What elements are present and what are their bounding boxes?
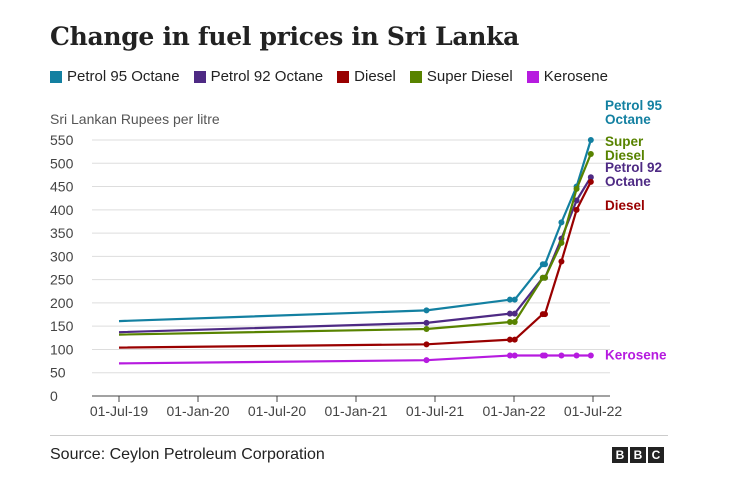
legend-item: Super Diesel bbox=[409, 68, 513, 85]
series-line bbox=[118, 139, 592, 323]
data-point bbox=[558, 219, 565, 226]
data-point bbox=[506, 352, 513, 359]
bbc-logo-letter: C bbox=[648, 447, 664, 463]
y-tick-label: 400 bbox=[50, 202, 74, 218]
y-tick-label: 300 bbox=[50, 248, 74, 264]
legend-label: Super Diesel bbox=[426, 68, 513, 85]
data-point bbox=[511, 336, 518, 343]
y-tick-label: 150 bbox=[50, 318, 74, 334]
bbc-logo-letter: B bbox=[630, 447, 646, 463]
data-point bbox=[573, 352, 580, 359]
y-axis-label: Sri Lankan Rupees per litre bbox=[50, 111, 220, 127]
data-point bbox=[587, 178, 594, 185]
y-tick-label: 350 bbox=[50, 225, 74, 241]
data-point bbox=[423, 325, 430, 332]
data-point bbox=[541, 352, 548, 359]
y-tick-label: 100 bbox=[50, 341, 74, 357]
data-point bbox=[587, 352, 594, 359]
data-point bbox=[423, 341, 430, 348]
data-point bbox=[573, 185, 580, 192]
line-chart: Sri Lankan Rupees per litre 0 50 100 150 200 2… bbox=[50, 100, 667, 419]
x-tick-label: 01-Jul-21 bbox=[406, 403, 465, 419]
x-tick-label: 01-Jan-20 bbox=[166, 403, 229, 419]
data-point bbox=[506, 336, 513, 343]
data-point bbox=[558, 352, 565, 359]
data-point bbox=[511, 310, 518, 317]
y-tick-label: 450 bbox=[50, 179, 74, 195]
footer-divider bbox=[50, 435, 668, 436]
series-end-label: Diesel bbox=[605, 148, 645, 163]
series-end-label: Kerosene bbox=[605, 348, 667, 363]
legend-swatch bbox=[337, 70, 350, 83]
series-end-label: Octane bbox=[605, 112, 651, 127]
x-tick-label: 01-Jan-21 bbox=[324, 403, 387, 419]
data-point bbox=[587, 137, 594, 143]
data-point bbox=[558, 258, 565, 265]
x-tick-label: 01-Jul-19 bbox=[90, 403, 149, 419]
data-point bbox=[506, 310, 513, 317]
series-end-label: Super bbox=[605, 134, 644, 149]
legend-swatch bbox=[193, 70, 206, 83]
data-point bbox=[587, 150, 594, 157]
series-line bbox=[118, 181, 592, 349]
series-line bbox=[118, 354, 591, 365]
legend: Petrol 95 Octane Petrol 92 Octane Diesel Su… bbox=[50, 68, 608, 85]
x-tick-label: 01-Jul-20 bbox=[248, 403, 307, 419]
data-point bbox=[573, 206, 580, 213]
y-tick-label: 50 bbox=[50, 365, 66, 381]
series-end-label: Octane bbox=[605, 174, 651, 189]
x-tick-label: 01-Jan-22 bbox=[482, 403, 545, 419]
data-point bbox=[511, 318, 518, 325]
data-point bbox=[506, 318, 513, 325]
y-tick-label: 0 bbox=[50, 388, 58, 404]
series-end-label: Diesel bbox=[605, 198, 645, 213]
legend-swatch bbox=[409, 70, 422, 83]
legend-item: Kerosene bbox=[526, 68, 608, 85]
data-point bbox=[506, 296, 513, 303]
data-point bbox=[423, 357, 430, 364]
data-point bbox=[541, 274, 548, 281]
y-tick-label: 550 bbox=[50, 132, 74, 148]
data-point bbox=[423, 319, 430, 326]
legend-swatch bbox=[50, 70, 62, 83]
data-point bbox=[541, 261, 548, 268]
bbc-logo-letter: B bbox=[612, 447, 628, 463]
data-point bbox=[511, 352, 518, 359]
series-line bbox=[118, 176, 592, 334]
legend-item: Petrol 92 Octane bbox=[193, 68, 324, 85]
series-end-label: Petrol 95 bbox=[605, 100, 663, 113]
data-point bbox=[423, 307, 430, 314]
legend-label: Petrol 95 Octane bbox=[67, 68, 180, 85]
data-point bbox=[541, 311, 548, 318]
y-tick-label: 250 bbox=[50, 272, 74, 288]
series-end-label: Petrol 92 bbox=[605, 160, 662, 175]
x-tick-label: 01-Jul-22 bbox=[564, 403, 623, 419]
source-note: Source: Ceylon Petroleum Corporation bbox=[50, 446, 325, 463]
legend-label: Diesel bbox=[354, 68, 396, 85]
y-tick-label: 500 bbox=[50, 155, 74, 171]
legend-label: Petrol 92 Octane bbox=[210, 68, 324, 85]
y-tick-label: 200 bbox=[50, 295, 74, 311]
chart-title: Change in fuel prices in Sri Lanka bbox=[50, 22, 520, 51]
legend-swatch bbox=[526, 70, 539, 83]
data-point bbox=[573, 197, 580, 204]
data-point bbox=[511, 296, 518, 303]
legend-item: Diesel bbox=[337, 68, 396, 85]
legend-item: Petrol 95 Octane bbox=[50, 68, 180, 85]
legend-label: Kerosene bbox=[543, 68, 608, 85]
data-point bbox=[587, 174, 594, 181]
data-point bbox=[558, 239, 565, 246]
bbc-logo: B B C bbox=[612, 447, 664, 463]
